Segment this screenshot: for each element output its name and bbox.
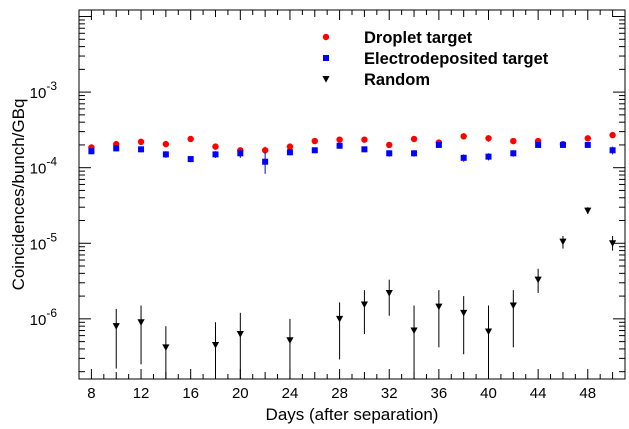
y-axis-title: Coincidences/bunch/GBq <box>9 99 28 291</box>
data-point-droplet <box>261 147 269 154</box>
y-tick-exponent: -3 <box>46 79 57 93</box>
data-point-electrodeposited <box>162 151 169 158</box>
data-point-electrodeposited <box>286 149 293 156</box>
x-tick-label: 44 <box>530 385 547 402</box>
data-point-random <box>460 309 468 317</box>
x-tick-label: 32 <box>381 385 398 402</box>
x-tick-label: 20 <box>232 385 249 402</box>
data-point-random <box>211 342 220 349</box>
data-point-electrodeposited <box>559 141 566 148</box>
data-point-droplet <box>361 136 368 143</box>
plot-area: 8 12 16 20 24 28 32 36 40 44 48 10-6 10-5 10-4 10-3 <box>30 9 626 402</box>
data-point-electrodeposited <box>609 147 616 154</box>
x-tick-label: 40 <box>480 385 497 402</box>
data-point-random <box>410 327 418 335</box>
legend: Droplet target Electrodeposited target R… <box>322 29 549 89</box>
x-tick-label: 36 <box>431 385 448 402</box>
x-tick-label: 28 <box>331 385 348 402</box>
legend-label-droplet: Droplet target <box>364 29 473 47</box>
legend-label-random: Random <box>364 71 430 89</box>
data-point-random <box>435 303 443 311</box>
data-point-random <box>509 302 517 310</box>
data-point-random <box>112 323 120 330</box>
data-point-droplet <box>386 141 393 149</box>
data-point-random <box>360 301 369 309</box>
data-point-droplet <box>187 135 194 143</box>
data-point-random <box>584 207 592 215</box>
x-tick-label: 8 <box>87 385 95 402</box>
legend-marker-electrodeposited <box>323 55 329 61</box>
data-point-random <box>385 289 393 297</box>
x-tick-label: 12 <box>133 385 150 402</box>
data-point-electrodeposited <box>88 148 95 155</box>
data-point-droplet <box>336 136 343 143</box>
data-point-droplet <box>311 137 318 145</box>
y-tick-exponent: -4 <box>46 155 57 169</box>
data-point-droplet <box>410 135 418 143</box>
data-point-electrodeposited <box>138 146 145 153</box>
data-point-droplet <box>286 143 294 150</box>
data-point-random <box>236 331 244 338</box>
data-point-electrodeposited <box>535 141 542 148</box>
data-point-electrodeposited <box>262 158 269 165</box>
data-point-random <box>286 337 294 344</box>
data-point-random <box>534 276 542 284</box>
y-tick-label: 10-3 <box>30 79 58 102</box>
y-tick-exponent: -6 <box>46 306 57 320</box>
data-point-droplet <box>609 131 616 139</box>
data-point-droplet <box>137 138 145 146</box>
y-tick-label: 10-4 <box>30 155 58 178</box>
data-point-electrodeposited <box>361 146 368 153</box>
legend-label-electrodeposited: Electrodeposited target <box>364 50 549 68</box>
data-point-electrodeposited <box>212 151 219 158</box>
x-tick-label: 24 <box>282 385 299 402</box>
data-point-random <box>162 344 170 351</box>
y-tick-label: 10-5 <box>30 230 58 253</box>
data-point-random <box>559 238 567 246</box>
data-point-random <box>484 328 493 336</box>
data-point-droplet <box>460 133 467 140</box>
data-point-electrodeposited <box>386 150 393 157</box>
data-point-electrodeposited <box>485 153 492 160</box>
y-tick-exponent: -5 <box>46 230 57 244</box>
data-point-droplet <box>162 140 170 148</box>
data-point-random <box>608 240 617 247</box>
y-tick-label: 10-6 <box>30 306 58 329</box>
data-point-electrodeposited <box>460 154 467 161</box>
data-point-electrodeposited <box>584 141 591 148</box>
data-point-electrodeposited <box>237 150 244 157</box>
data-point-droplet <box>510 137 517 145</box>
x-axis-title: Days (after separation) <box>266 405 439 424</box>
data-point-electrodeposited <box>411 150 418 157</box>
data-point-droplet <box>212 143 219 150</box>
data-point-random <box>137 319 145 326</box>
data-point-electrodeposited <box>510 150 517 157</box>
legend-marker-random <box>322 76 330 83</box>
legend-marker-droplet <box>322 33 330 41</box>
data-point-electrodeposited <box>435 141 442 148</box>
data-point-droplet <box>584 135 591 142</box>
data-point-electrodeposited <box>113 145 120 152</box>
data-point-electrodeposited <box>311 147 318 154</box>
data-point-droplet <box>485 135 492 142</box>
x-tick-label: 48 <box>579 385 596 402</box>
x-tick-label: 16 <box>182 385 199 402</box>
data-point-random <box>335 315 344 323</box>
data-point-electrodeposited <box>187 156 194 163</box>
data-point-electrodeposited <box>336 142 343 149</box>
